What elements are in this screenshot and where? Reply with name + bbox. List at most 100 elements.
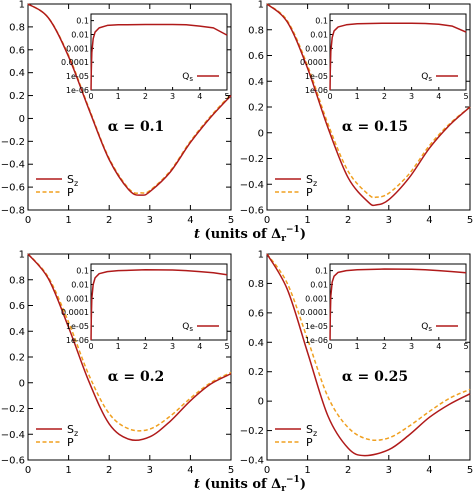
x-tick-label: 1 <box>65 465 71 476</box>
y-tick-label: −0.4 <box>1 430 25 441</box>
plot-frame <box>266 253 471 461</box>
inset-x-tick-label: 5 <box>224 92 229 101</box>
legend-label-p: P <box>306 436 313 449</box>
y-tick-label: 1 <box>258 250 264 261</box>
y-tick-label: 0.6 <box>9 301 25 312</box>
inset-x-tick-label: 1 <box>116 92 121 101</box>
y-tick-label: 0.8 <box>9 22 25 33</box>
inset-y-tick-label: 0.001 <box>66 294 89 303</box>
y-tick-label: 0 <box>258 397 264 408</box>
inset-x-tick-label: 2 <box>143 342 148 351</box>
series-line-p <box>266 3 471 199</box>
y-tick-label: 0.4 <box>248 77 264 88</box>
inset-y-tick-label: 0.1 <box>315 267 328 276</box>
y-tick-label: 0.6 <box>9 45 25 56</box>
inset-x-tick-label: 4 <box>436 342 441 351</box>
inset-x-tick-label: 1 <box>355 92 360 101</box>
y-tick-label: 1 <box>19 0 25 11</box>
x-tick-label: 5 <box>228 465 234 476</box>
y-tick-label: −0.2 <box>240 154 264 165</box>
x-tick-label: 1 <box>304 465 310 476</box>
y-tick-label: 0.8 <box>248 279 264 290</box>
panel-alpha-0-2: 0 1 2 3 4 5 1 0.8 0.6 0.4 0.2 0 −0.2 −0.4 −0.6 α = 0.2 S… <box>1 250 234 477</box>
y-tick-label: −0.6 <box>1 183 25 194</box>
inset-x-tick-label: 1 <box>355 342 360 351</box>
y-tick-label: 0.2 <box>248 367 264 378</box>
x-tick-label: 0 <box>264 465 270 476</box>
inset-x-tick-label: 0 <box>327 342 332 351</box>
inset-plot: 0 1 2 3 4 5 0.1 0.01 0.001 0.0001 1e-05 1e-06 Qs <box>61 263 230 351</box>
inset-x-tick-label: 1 <box>116 342 121 351</box>
inset-x-tick-label: 2 <box>143 92 148 101</box>
x-tick-label: 1 <box>65 215 71 226</box>
x-tick-label: 4 <box>187 215 193 226</box>
y-tick-label: 0.8 <box>248 25 264 36</box>
inset-y-tick-label: 0.001 <box>305 294 328 303</box>
x-tick-label: 3 <box>386 465 392 476</box>
inset-plot: 0 1 2 3 4 5 0.1 0.01 0.001 0.0001 1e-05 1e-06 Qs <box>300 263 469 351</box>
inset-x-tick-label: 2 <box>382 342 387 351</box>
y-tick-label: 0.4 <box>248 338 264 349</box>
y-tick-label: 1 <box>19 250 25 261</box>
inset-series-line-qs <box>90 269 228 341</box>
inset-y-tick-label: 0.0001 <box>61 308 89 317</box>
alpha-annotation: α = 0.15 <box>342 119 408 135</box>
x-tick-label: 5 <box>228 215 234 226</box>
x-tick-label: 0 <box>25 465 31 476</box>
x-tick-label: 3 <box>147 215 153 226</box>
inset-x-tick-label: 2 <box>382 92 387 101</box>
series-line-p <box>27 253 232 432</box>
inset-x-tick-label: 0 <box>88 92 93 101</box>
panel-alpha-0-25: 0 1 2 3 4 5 1 0.8 0.6 0.4 0.2 0 −0.2 −0.4 α = 0.25 SzP 0… <box>240 250 473 477</box>
x-tick-label: 0 <box>25 215 31 226</box>
inset-y-tick-label: 1e-05 <box>305 72 328 81</box>
inset-y-tick-label: 0.0001 <box>61 58 89 67</box>
inset-y-tick-label: 0.001 <box>305 44 328 53</box>
inset-y-tick-label: 1e-05 <box>66 72 89 81</box>
inset-y-tick-label: 1e-06 <box>66 336 89 345</box>
panel-alpha-0-1: 0 1 2 3 4 5 1 0.8 0.6 0.4 0.2 0 −0.2 −0.4 −0.6 −0.8 α = … <box>1 0 234 226</box>
y-tick-label: 0.8 <box>9 275 25 286</box>
legend-label-sz: Sz <box>306 173 317 188</box>
x-tick-label: 1 <box>304 215 310 226</box>
x-tick-label: 2 <box>345 465 351 476</box>
x-tick-label: 2 <box>345 215 351 226</box>
y-tick-label: −0.6 <box>1 456 25 467</box>
inset-legend-label-qs: Qs <box>421 322 432 333</box>
inset-x-tick-label: 4 <box>436 92 441 101</box>
y-tick-label: −0.2 <box>1 137 25 148</box>
series-line-sz <box>266 253 471 457</box>
y-tick-label: −0.4 <box>1 160 25 171</box>
alpha-annotation: α = 0.1 <box>108 119 165 135</box>
y-tick-label: −0.4 <box>240 456 264 467</box>
y-tick-label: 1 <box>258 0 264 11</box>
y-tick-label: −0.2 <box>1 404 25 415</box>
y-tick-label: 0 <box>19 114 25 125</box>
inset-y-tick-label: 0.0001 <box>300 58 328 67</box>
inset-legend-label-qs: Qs <box>421 72 432 83</box>
y-tick-label: 0.4 <box>9 327 25 338</box>
x-tick-label: 5 <box>467 465 473 476</box>
inset-x-tick-label: 4 <box>197 92 202 101</box>
x-tick-label: 2 <box>106 215 112 226</box>
series-line-p <box>266 253 471 442</box>
inset-frame <box>329 263 467 341</box>
inset-y-tick-label: 1e-05 <box>305 322 328 331</box>
series-line-sz <box>266 3 471 207</box>
y-tick-label: 0.6 <box>248 51 264 62</box>
inset-series-line-qs <box>329 22 467 91</box>
alpha-annotation: α = 0.25 <box>342 369 408 385</box>
legend-label-p: P <box>306 186 313 199</box>
y-tick-label: 0.6 <box>248 308 264 319</box>
series-line-sz <box>27 3 232 196</box>
y-tick-label: 0.2 <box>9 353 25 364</box>
inset-y-tick-label: 0.1 <box>76 267 89 276</box>
inset-y-tick-label: 0.01 <box>71 30 89 39</box>
inset-x-tick-label: 3 <box>170 92 175 101</box>
y-tick-label: −0.4 <box>240 180 264 191</box>
inset-series-line-qs <box>90 23 228 91</box>
panel-alpha-0-15: 0 1 2 3 4 5 1 0.8 0.6 0.4 0.2 0 −0.2 −0.4 −0.6 α = 0.15… <box>240 0 473 226</box>
y-tick-label: −0.6 <box>240 206 264 217</box>
inset-frame <box>329 13 467 91</box>
